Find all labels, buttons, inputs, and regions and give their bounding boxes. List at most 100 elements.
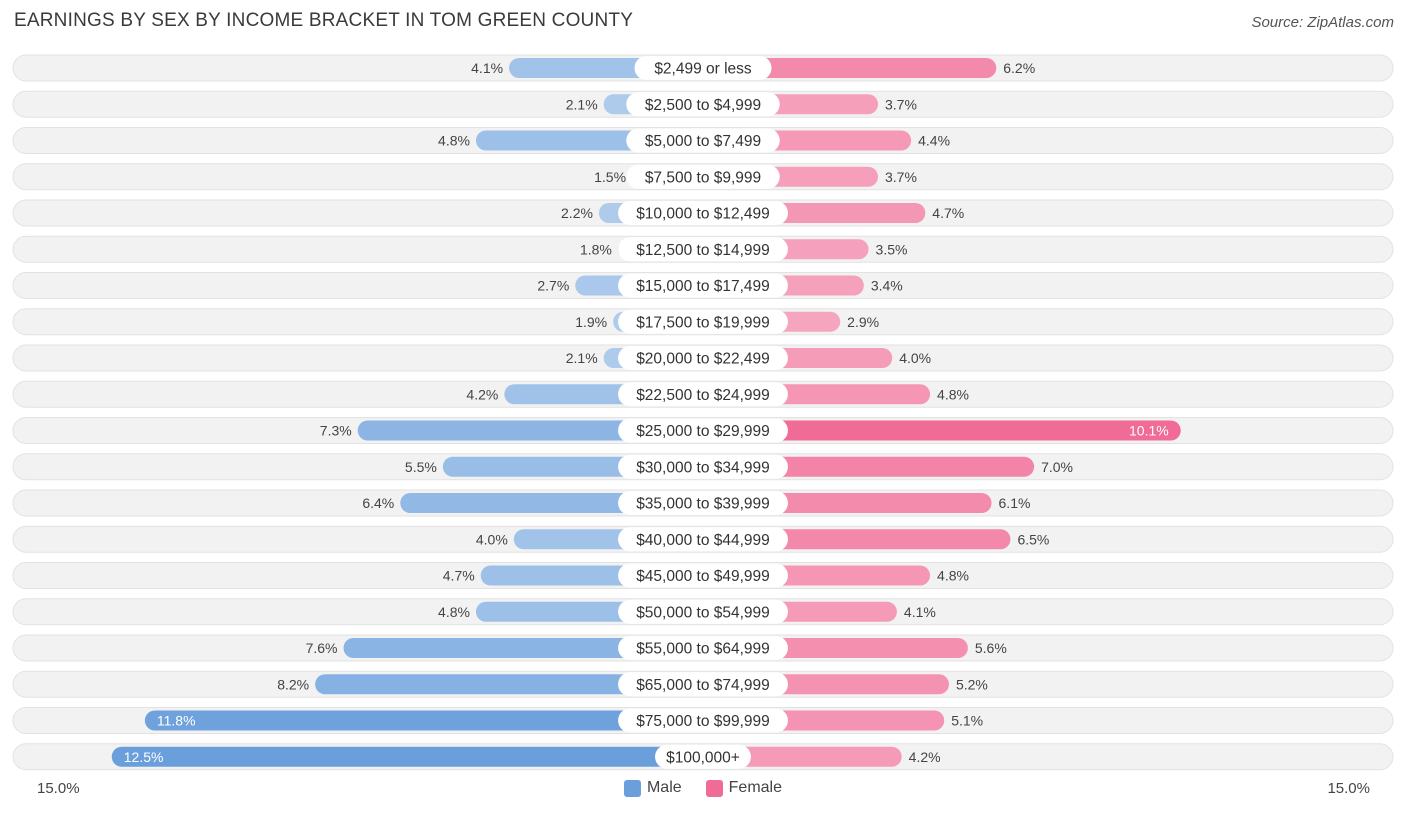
chart-title: EARNINGS BY SEX BY INCOME BRACKET IN TOM… [14,10,634,31]
male-value-label: 4.8% [438,604,470,620]
female-value-label: 6.1% [999,495,1031,511]
male-value-label: 6.4% [362,495,394,511]
category-pill [618,599,788,624]
male-value-label: 4.0% [476,531,508,547]
male-value-label: 5.5% [405,459,437,475]
category-label: $22,500 to $24,999 [636,387,770,404]
male-value-label: 2.2% [561,205,593,221]
legend: Male Female [0,779,1406,797]
male-value-label: 11.8% [157,713,196,729]
female-value-label: 2.9% [847,314,879,330]
female-value-label: 4.7% [932,205,964,221]
category-label: $45,000 to $49,999 [636,568,770,585]
female-value-label: 5.6% [975,640,1007,656]
male-value-label: 4.8% [438,133,470,149]
female-value-label: 10.1% [1129,423,1169,439]
category-pill [618,346,788,370]
female-value-label: 3.4% [871,278,903,294]
category-pill [626,92,780,117]
female-value-label: 4.1% [904,604,936,620]
category-label: $55,000 to $64,999 [636,641,770,658]
source-credit: Source: ZipAtlas.com [1251,14,1394,31]
category-pill [618,418,788,443]
category-pill [618,672,788,697]
category-pill [626,128,780,153]
category-label: $20,000 to $22,499 [636,351,770,368]
category-label: $12,500 to $14,999 [636,242,770,259]
category-label: $100,000+ [666,749,740,766]
male-value-label: 4.7% [443,568,475,584]
male-value-label: 2.7% [537,278,569,294]
female-value-label: 4.8% [937,568,969,584]
male-bar [357,420,703,441]
category-pill [618,382,788,407]
category-label: $40,000 to $44,999 [636,532,770,549]
male-bar [144,710,704,731]
category-label: $75,000 to $99,999 [636,713,770,730]
legend-label-male: Male [646,779,682,796]
male-value-label: 2.1% [566,96,598,112]
category-label: $7,500 to $9,999 [645,169,761,186]
category-pill [618,309,788,334]
category-pill [655,744,751,769]
legend-label-female: Female [728,779,783,796]
category-label: $2,499 or less [654,61,752,78]
female-value-label: 5.2% [956,676,988,692]
female-value-label: 4.0% [899,350,931,366]
category-label: $17,500 to $19,999 [636,314,770,331]
category-pill [618,237,788,262]
female-value-label: 6.2% [1003,60,1035,76]
female-value-label: 3.7% [885,169,917,185]
female-value-label: 6.5% [1017,531,1049,547]
male-value-label: 4.2% [466,386,498,402]
legend-swatch-male [623,779,641,797]
category-pill [618,563,788,588]
category-pill [618,491,788,515]
category-pill [618,454,788,479]
legend-item-female[interactable]: Female [705,779,783,797]
category-pill [618,708,788,733]
category-label: $25,000 to $29,999 [636,423,770,440]
axis-max-label: 15.0% [1327,780,1370,797]
category-label: $65,000 to $74,999 [636,677,770,694]
female-bar [703,58,997,78]
category-label: $5,000 to $7,499 [645,133,761,150]
female-value-label: 4.8% [937,386,969,402]
male-value-label: 1.9% [575,314,607,330]
female-value-label: 5.1% [951,713,983,729]
category-label: $15,000 to $17,499 [636,278,770,295]
category-label: $50,000 to $54,999 [636,604,770,621]
male-value-label: 12.5% [124,749,164,765]
male-value-label: 7.3% [320,423,352,439]
category-pill [626,164,780,189]
male-value-label: 4.1% [471,60,503,76]
female-bar [703,420,1181,441]
category-label: $10,000 to $12,499 [636,206,770,223]
male-value-label: 2.1% [566,350,598,366]
category-pill [618,527,788,552]
axis-min-label: 15.0% [37,780,80,797]
legend-item-male[interactable]: Male [623,779,682,797]
female-value-label: 7.0% [1041,459,1073,475]
male-value-label: 7.6% [306,640,338,656]
female-value-label: 4.4% [918,133,950,149]
female-value-label: 3.5% [876,241,908,257]
category-pill [618,636,788,660]
category-pill [618,273,788,298]
female-value-label: 4.2% [909,749,941,765]
male-bar [111,746,703,767]
category-label: $30,000 to $34,999 [636,459,770,476]
female-value-label: 3.7% [885,96,917,112]
legend-swatch-female [705,779,723,797]
male-value-label: 8.2% [277,676,309,692]
category-pill [634,56,772,80]
male-bar [315,674,703,695]
category-pill [618,201,788,225]
category-label: $2,500 to $4,999 [645,97,761,114]
male-value-label: 1.8% [580,241,612,257]
category-label: $35,000 to $39,999 [636,496,770,513]
female-bar [703,746,902,767]
male-bar [343,638,703,658]
male-value-label: 1.5% [594,169,626,185]
